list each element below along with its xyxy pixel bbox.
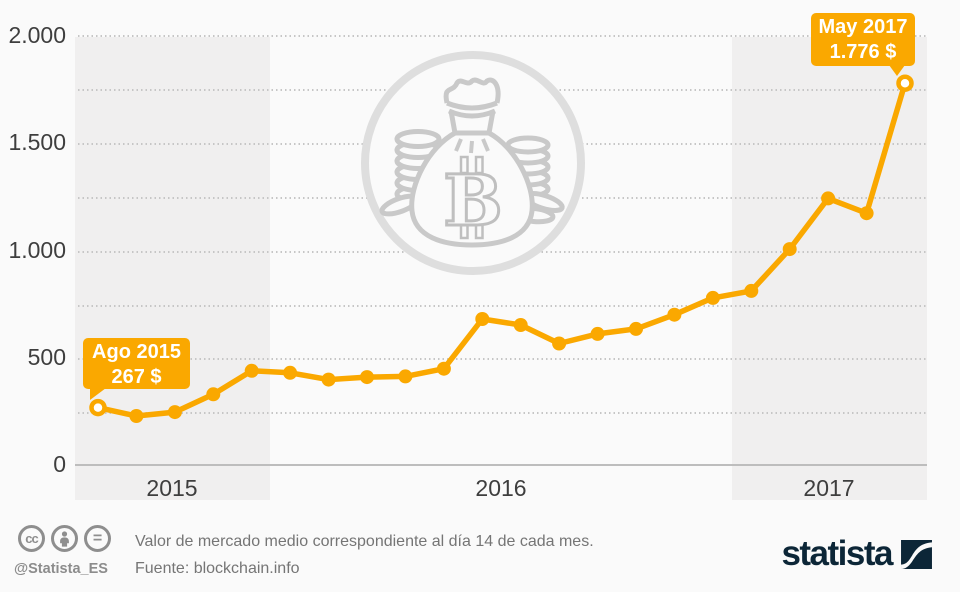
statista-logo-mark-icon bbox=[901, 540, 932, 569]
data-point-ago-2016 bbox=[552, 336, 567, 351]
data-point-oct-2016 bbox=[629, 321, 643, 336]
data-point-jun-2016 bbox=[475, 312, 490, 326]
data-point-oct-2015 bbox=[167, 405, 182, 420]
data-point-may-2016 bbox=[436, 361, 451, 376]
y-tick-label: 1.000 bbox=[8, 237, 66, 263]
data-point-dic-2015 bbox=[244, 363, 259, 378]
data-point-may-2017 bbox=[896, 74, 914, 92]
statista-wordmark: statista bbox=[781, 534, 893, 573]
gridline-750 bbox=[78, 305, 927, 307]
callout-month: Ago 2015 bbox=[92, 341, 181, 363]
statista-logo: statista bbox=[781, 534, 932, 574]
callout-value: 267 $ bbox=[111, 366, 162, 388]
callout-value: 1.776 $ bbox=[829, 41, 897, 63]
data-point-nov-2015 bbox=[206, 387, 221, 402]
data-point-ene-2016 bbox=[283, 365, 298, 380]
data-point-sep-2016 bbox=[590, 326, 605, 341]
callout-ago-2015: Ago 2015 267 $ bbox=[83, 338, 190, 400]
x-tick-label-2016: 2016 bbox=[475, 475, 527, 501]
data-point-ago-2015 bbox=[89, 398, 107, 417]
data-point-mar-2017 bbox=[821, 191, 836, 206]
x-axis-line bbox=[75, 464, 927, 466]
x-tick-label-2017: 2017 bbox=[803, 475, 855, 501]
bitcoin-moneybag-watermark-icon: B bbox=[361, 51, 585, 275]
data-point-mar-2016 bbox=[360, 370, 374, 385]
y-tick-label: 1.500 bbox=[8, 129, 66, 155]
y-tick-label: 500 bbox=[27, 344, 66, 370]
data-point-abr-2017 bbox=[859, 206, 874, 221]
data-point-dic-2016 bbox=[705, 290, 720, 305]
statista-es-handle: @Statista_ES bbox=[14, 561, 108, 577]
svg-text:B: B bbox=[443, 159, 502, 242]
cc-nd-icon: = bbox=[84, 525, 111, 552]
data-point-feb-2017 bbox=[782, 242, 797, 257]
callout-month: May 2017 bbox=[818, 16, 908, 38]
gridline-500 bbox=[78, 358, 927, 360]
cc-icon: cc bbox=[18, 525, 45, 552]
callout-may-2017: May 2017 1.776 $ bbox=[811, 13, 915, 76]
y-tick-label: 2.000 bbox=[8, 22, 66, 48]
y-tick-label: 0 bbox=[53, 451, 66, 477]
data-point-feb-2016 bbox=[321, 372, 336, 387]
chart-note: Valor de mercado medio correspondiente a… bbox=[135, 533, 594, 550]
x-tick-label-2015: 2015 bbox=[146, 475, 198, 501]
bitcoin-symbol: B bbox=[442, 155, 504, 244]
year-band-2015 bbox=[75, 37, 270, 500]
gridline-2000 bbox=[78, 35, 927, 37]
gridline-250 bbox=[78, 412, 927, 414]
data-point-jul-2016 bbox=[513, 318, 528, 332]
chart-source: Fuente: blockchain.info bbox=[135, 560, 300, 577]
data-point-sep-2015 bbox=[129, 409, 144, 423]
moneybag-icon bbox=[409, 77, 535, 248]
data-point-ene-2017 bbox=[744, 283, 759, 298]
cc-license-badges: cc = bbox=[18, 525, 111, 552]
cc-by-person-icon bbox=[51, 525, 78, 552]
data-point-nov-2016 bbox=[667, 307, 682, 322]
data-point-abr-2016 bbox=[398, 369, 413, 384]
